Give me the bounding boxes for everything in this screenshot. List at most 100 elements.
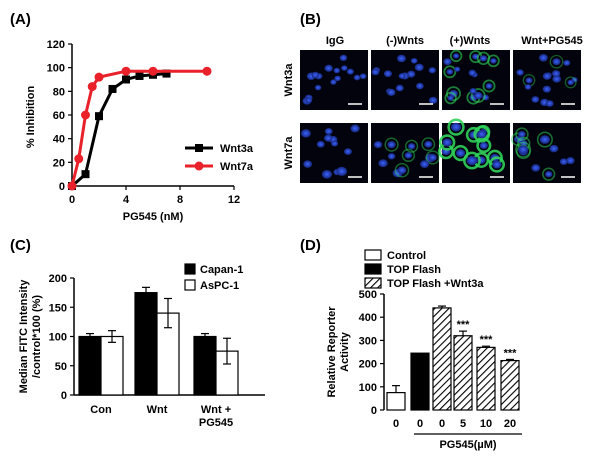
micrograph-green-signal: [443, 65, 457, 79]
micrograph-nucleus: [447, 95, 454, 101]
micrograph-green-signal: [564, 76, 577, 89]
micrograph-tile: [513, 50, 581, 110]
micrograph-nucleus: [531, 96, 540, 103]
chart-d-x-tick-label: 10: [480, 418, 492, 430]
chart-c-x-tick-label: PG545: [199, 417, 233, 429]
chart-a-x-tick-label: 0: [69, 194, 75, 206]
micrograph-nucleus: [420, 160, 430, 169]
chart-d-x-tick-label: 5: [460, 418, 466, 430]
micrograph-green-signal: [476, 137, 492, 154]
micrograph-tile: [442, 49, 510, 110]
chart-d-bar: [432, 307, 452, 411]
micrograph-green-signal: [404, 139, 419, 153]
micrograph-nucleus: [339, 54, 348, 62]
chart-a-point: [94, 72, 104, 82]
micrograph-nucleus: [387, 153, 396, 160]
chart-d-y-axis-title: Activity: [339, 331, 351, 372]
micrograph-nucleus: [404, 152, 413, 159]
micrograph-nucleus: [476, 130, 487, 139]
chart-c-legend-swatch: [184, 263, 196, 275]
micrograph-nucleus: [396, 54, 406, 63]
micrograph-nucleus: [479, 142, 488, 150]
micrograph-nucleus: [383, 70, 392, 78]
micrograph-green-signal: [438, 134, 456, 151]
chart-a-point: [135, 71, 144, 80]
chart-d-y-axis-title: Relative Reporter: [326, 306, 338, 398]
chart-a-point: [121, 66, 131, 76]
micrograph-green-signal: [549, 54, 564, 69]
chart-d-bar: [453, 335, 473, 411]
chart-a-y-tick-label: 20: [53, 157, 65, 169]
micrograph-nucleus: [524, 84, 532, 90]
chart-a-x-axis-title: PG545 (nM): [123, 211, 184, 223]
micrograph-nucleus: [490, 58, 497, 64]
micrograph-nucleus: [407, 143, 416, 150]
micrograph-tile: [371, 50, 439, 110]
micrograph-nucleus: [324, 134, 333, 142]
micrograph-nucleus: [469, 87, 477, 94]
chart-c-legend-swatch: [184, 279, 196, 291]
micrograph-nucleus: [395, 84, 404, 92]
micrograph-column-header: (-)Wnts: [386, 35, 424, 47]
micrograph-tile: [438, 118, 510, 183]
micrograph-nucleus: [397, 166, 407, 174]
chart-d-y-tick-label: 0: [371, 405, 377, 417]
panel-label-d: (D): [300, 237, 321, 254]
chart-d-legend-label: Control: [387, 250, 426, 262]
chart-c-y-tick-label: 0: [61, 390, 67, 402]
chart-c-x-tick-label: Con: [90, 404, 112, 416]
micrograph-nucleus: [410, 57, 418, 64]
chart-c-y-tick-label: 200: [49, 273, 67, 285]
micrograph-green-signal: [470, 88, 486, 103]
micrograph-nucleus: [473, 91, 483, 100]
micrograph-tile: [511, 123, 581, 183]
micrograph-green-signal: [515, 141, 532, 158]
micrograph-nucleus: [305, 97, 313, 104]
micrograph-nucleus: [428, 67, 436, 74]
micrograph-nucleus: [303, 160, 313, 168]
chart-d-y-tick-label: 400: [359, 312, 377, 324]
chart-c-x-tick-label: Wnt +: [201, 404, 231, 416]
micrograph-nucleus: [531, 164, 541, 172]
micrograph-green-signal: [401, 148, 416, 163]
micrograph-nucleus: [455, 149, 466, 158]
micrograph-nucleus: [446, 68, 454, 75]
chart-a-x-tick-label: 12: [228, 194, 240, 206]
micrograph-nucleus: [468, 69, 477, 77]
chart-c-bar: [134, 292, 158, 396]
micrograph-nucleus: [552, 70, 561, 78]
chart-d-bar: Relative Reporter Activity010020030040050…: [326, 249, 522, 451]
micrograph-nucleus: [333, 67, 341, 74]
chart-a-point: [74, 154, 84, 164]
micrograph-nucleus: [300, 129, 311, 138]
micrograph-nucleus: [443, 58, 452, 66]
chart-d-y-tick-label: 300: [359, 335, 377, 347]
chart-d-x-tick-label: 0: [393, 418, 399, 430]
chart-a-point: [202, 66, 212, 76]
micrograph-nucleus: [341, 65, 348, 71]
chart-d-legend-swatch: [364, 249, 382, 261]
chart-d-x-tick-label: 20: [504, 418, 516, 430]
micrograph-nucleus: [359, 73, 367, 80]
chart-a-point: [81, 170, 90, 179]
chart-c-legend-label: Capan-1: [200, 264, 243, 276]
chart-a-point: [95, 112, 103, 121]
chart-a-x-tick-label: 4: [123, 194, 130, 206]
micrograph-nucleus: [407, 70, 416, 78]
micrograph-nucleus: [324, 127, 333, 135]
micrograph-nucleus: [334, 75, 341, 82]
chart-c-y-tick-label: 50: [55, 361, 67, 373]
chart-c-bar: Median FITC Intensity/control*100 (%) 0 50…: [18, 263, 265, 429]
chart-a-y-tick-label: 40: [53, 134, 65, 146]
chart-d-legend-swatch: [364, 263, 382, 275]
chart-c-bar: [193, 335, 217, 396]
micrograph-column-header: IgG: [326, 35, 344, 47]
micrograph-nucleus: [343, 148, 352, 155]
micrograph-tile: [300, 123, 368, 183]
micrograph-nucleus: [428, 153, 437, 162]
micrograph-green-signal: [425, 150, 440, 165]
chart-a-y-tick-label: 80: [53, 86, 65, 98]
chart-a-point: [108, 84, 117, 93]
micrograph-nucleus: [525, 77, 533, 84]
micrograph-nucleus: [321, 169, 333, 179]
